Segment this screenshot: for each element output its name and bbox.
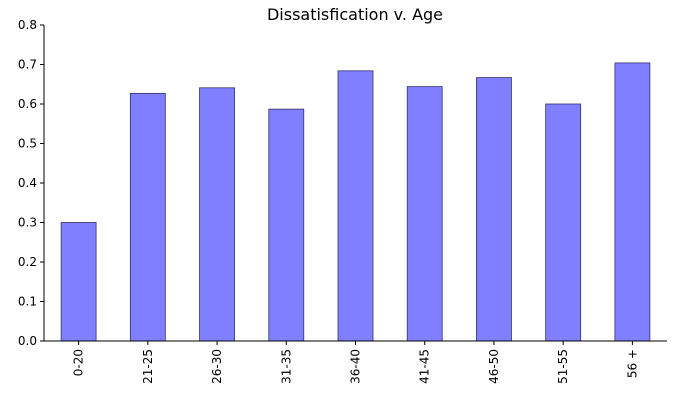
y-tick-label: 0.0 [18,334,37,348]
y-tick-label: 0.1 [18,295,37,309]
y-tick-label: 0.5 [18,137,37,151]
bar-31-35 [268,108,305,342]
y-tick-label: 0.7 [18,58,37,72]
bar-36-40 [337,70,374,342]
x-tick-label: 26-30 [210,349,224,384]
bar-21-25 [129,92,166,342]
bar-51-55 [545,103,582,342]
x-tick-label: 46-50 [487,349,501,384]
x-tick-label: 0-20 [72,349,86,376]
bar-46-50 [476,77,512,342]
x-tick-label: 51-55 [556,349,570,384]
y-tick-label: 0.3 [18,216,37,230]
x-tick-label: 41-45 [418,349,432,384]
bar-26-30 [199,87,235,342]
y-tick-label: 0.8 [18,18,37,32]
bar-0-20 [60,222,97,342]
x-tick-label: 36-40 [349,349,363,384]
bar-41-45 [406,86,443,342]
chart-title: Dissatisfication v. Age [267,5,443,24]
y-tick-label: 0.4 [18,176,37,190]
bar-56plus [614,62,651,342]
y-axis: 0.0 0.1 0.2 0.3 0.4 0.5 0.6 0.7 0.8 [18,18,45,348]
x-tick-label: 21-25 [141,349,155,384]
x-tick-label: 56 + [625,349,639,378]
y-tick-label: 0.6 [18,97,37,111]
bars [60,62,651,342]
x-axis: 0-20 21-25 26-30 31-35 36-40 41-45 46-50 51-55 5… [44,340,667,384]
y-tick-label: 0.2 [18,255,37,269]
x-tick-label: 31-35 [279,349,293,384]
